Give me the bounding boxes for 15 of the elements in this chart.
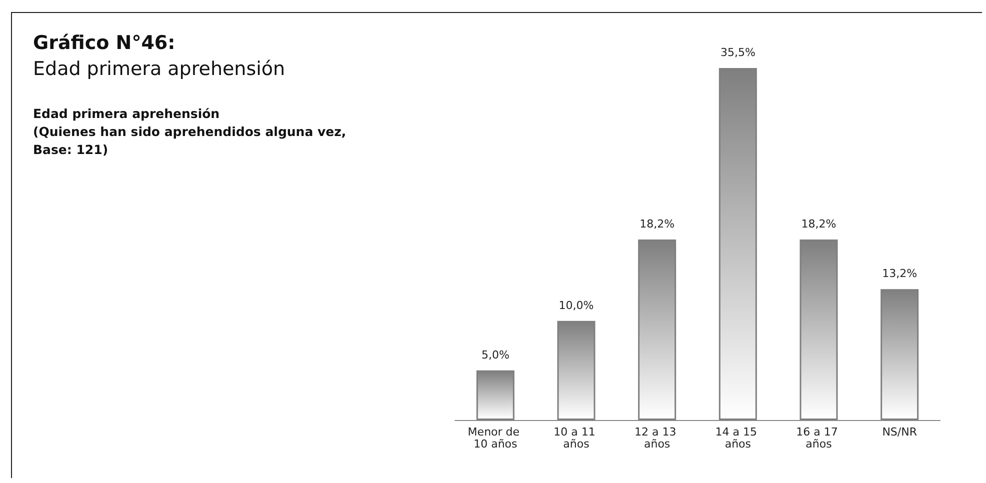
x-tick-label: 14 a 15 años <box>715 426 761 450</box>
data-label: 5,0% <box>481 348 510 362</box>
data-label: 18,2% <box>640 218 675 231</box>
data-label: 13,2% <box>882 267 918 280</box>
data-label: 10,0% <box>558 298 594 312</box>
text: Edad primera aprehensión (Quienes han sido aprehendidos alguna vez, Base: 121) <box>33 105 346 159</box>
x-tick-label: 16 a 17 años <box>796 426 842 450</box>
data-label: 18,2% <box>801 218 836 231</box>
data-label: 35,5% <box>720 46 756 59</box>
x-tick-label: Menor de 10 años <box>468 426 524 450</box>
x-tick-label: NS/NR <box>882 426 918 438</box>
x-tick-label: 10 a 11 años <box>554 426 599 450</box>
x-tick-label: 12 a 13 años <box>634 426 680 450</box>
text: Gráfico N°46: <box>33 32 176 54</box>
text: Edad primera aprehensión <box>33 58 286 80</box>
